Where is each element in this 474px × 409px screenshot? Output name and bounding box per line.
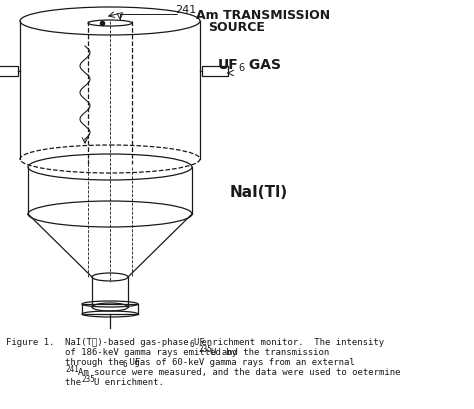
Text: of 186-keV gamma rays emitted by: of 186-keV gamma rays emitted by	[65, 347, 242, 356]
Text: Am TRANSMISSION: Am TRANSMISSION	[196, 9, 330, 22]
Text: SOURCE: SOURCE	[208, 21, 265, 34]
Text: 6: 6	[238, 63, 244, 73]
Text: enrichment monitor.  The intensity: enrichment monitor. The intensity	[196, 337, 384, 346]
Text: 235: 235	[81, 375, 95, 384]
Text: 241: 241	[65, 364, 79, 373]
Text: Am source were measured, and the data were used to oetermine: Am source were measured, and the data we…	[78, 367, 401, 376]
Text: NaI(Tl): NaI(Tl)	[230, 184, 288, 200]
Text: GAS: GAS	[244, 58, 281, 72]
Text: 241: 241	[175, 5, 196, 15]
Text: 6: 6	[190, 339, 195, 348]
Text: Figure 1.: Figure 1.	[6, 337, 55, 346]
Text: gas of 60-keV gamma rays from an external: gas of 60-keV gamma rays from an externa…	[129, 357, 355, 366]
Text: through the UF: through the UF	[65, 357, 140, 366]
Text: 6: 6	[123, 360, 128, 369]
Text: 235: 235	[198, 345, 212, 354]
Text: U enrichment.: U enrichment.	[94, 377, 164, 386]
Bar	[202, 67, 228, 77]
Text: the: the	[65, 377, 86, 386]
Text: NaI(Tℓ)-based gas-phase UF: NaI(Tℓ)-based gas-phase UF	[65, 337, 205, 346]
Text: U and the transmission: U and the transmission	[211, 347, 329, 356]
Text: UF: UF	[218, 58, 239, 72]
Bar	[0, 67, 18, 77]
